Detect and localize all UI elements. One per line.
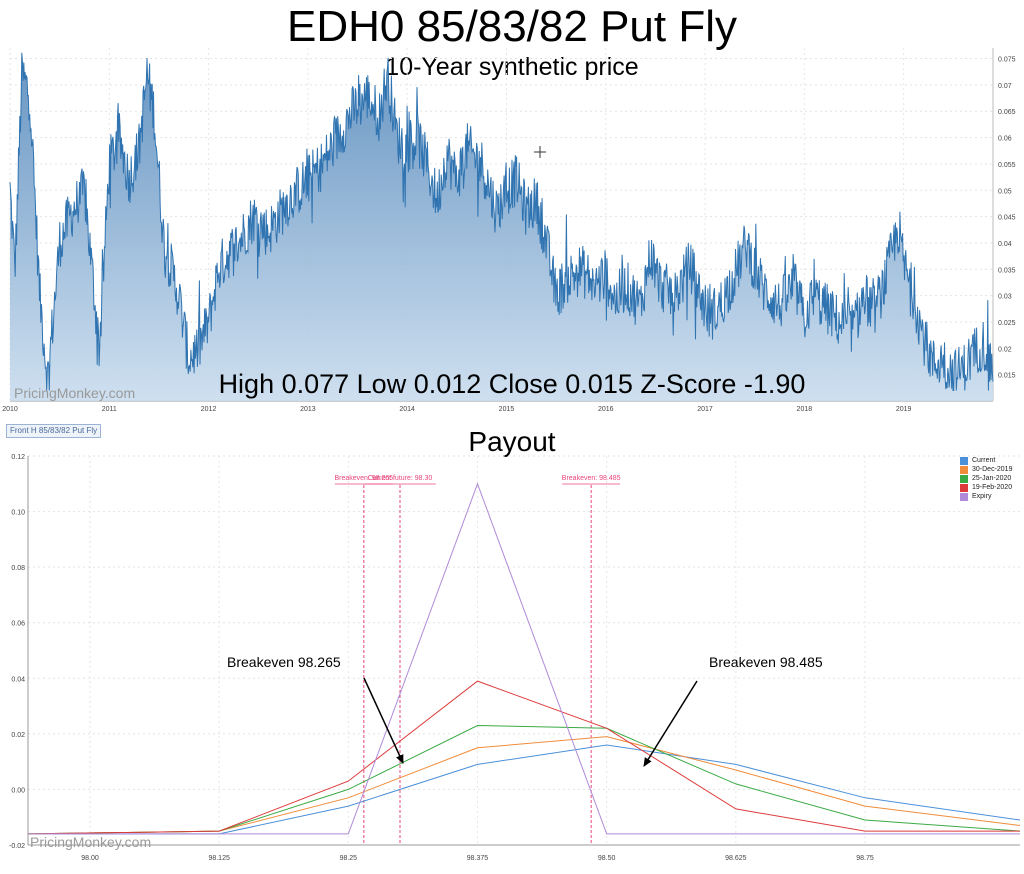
history-y-tick: 0.06	[998, 136, 1012, 143]
history-x-tick: 2011	[102, 406, 117, 413]
history-y-tick: 0.05	[998, 188, 1012, 195]
legend-swatch	[960, 483, 968, 492]
payout-series-expiry	[28, 482, 1020, 835]
history-chart[interactable]: 0.015 0.02 0.025 0.03 0.035 0.04 0.045 0.05 0.05…	[0, 0, 1024, 420]
legend-item-dec30[interactable]: 30-Dec-2019	[960, 465, 1012, 474]
legend-item-expiry[interactable]: Expiry	[960, 492, 1012, 501]
payout-series-jan25	[27, 724, 1021, 835]
history-y-tick: 0.045	[998, 215, 1016, 222]
legend-swatch	[960, 474, 968, 483]
history-y-tick: 0.04	[998, 241, 1012, 248]
payout-x-tick: 98.125	[208, 855, 230, 862]
watermark-bottom: PricingMonkey.com	[30, 834, 152, 850]
history-y-tick: 0.075	[998, 57, 1016, 64]
legend-swatch	[960, 456, 968, 465]
history-x-tick: 2019	[896, 406, 912, 413]
watermark-top: PricingMonkey.com	[14, 385, 136, 401]
payout-x-tick: 98.00	[81, 855, 99, 862]
legend-item-feb19[interactable]: 19-Feb-2020	[960, 483, 1012, 492]
payout-y-tick: 0.08	[11, 565, 25, 572]
payout-marker-label: Breakeven: 98.485	[562, 475, 621, 482]
history-y-tick: 0.015	[998, 373, 1016, 380]
breakeven-callout-right: Breakeven 98.485	[709, 654, 823, 670]
payout-title: Payout	[468, 426, 556, 457]
payout-y-tick: 0.04	[11, 676, 25, 683]
legend-swatch	[960, 465, 968, 474]
history-x-tick: 2017	[697, 406, 713, 413]
payout-y-tick: 0.06	[11, 621, 25, 628]
history-y-tick: 0.02	[998, 346, 1012, 353]
series-tag[interactable]: Front H 85/83/82 Put Fly	[6, 424, 102, 438]
callout-arrow-right	[643, 680, 698, 767]
payout-x-tick: 98.75	[856, 855, 874, 862]
history-y-tick: 0.025	[998, 320, 1016, 327]
legend-label: 19-Feb-2020	[972, 484, 1013, 491]
payout-y-tick: 0.12	[11, 454, 25, 461]
legend-swatch	[960, 492, 968, 501]
history-x-tick: 2016	[598, 406, 614, 413]
payout-y-tick: -0.02	[9, 843, 25, 850]
payout-marker-label: Breakeven: 98.265	[334, 475, 393, 482]
payout-x-tick: 98.625	[725, 855, 747, 862]
payout-x-tick: 98.25	[340, 855, 358, 862]
history-y-tick: 0.065	[998, 109, 1016, 116]
payout-marker-label: Current future: 98.30	[368, 475, 433, 482]
history-x-tick: 2018	[797, 406, 813, 413]
history-line	[9, 52, 994, 391]
history-y-tick: 0.055	[998, 162, 1016, 169]
history-area	[10, 52, 993, 402]
chart-subtitle: 10-Year synthetic price	[385, 53, 639, 81]
callout-arrow-left	[363, 677, 404, 764]
payout-x-tick: 98.375	[467, 855, 489, 862]
history-x-tick: 2012	[201, 406, 217, 413]
payout-series-dec30	[27, 736, 1021, 835]
history-y-tick: 0.07	[998, 83, 1012, 90]
history-x-tick: 2014	[399, 406, 415, 413]
payout-series-feb19	[27, 680, 1020, 835]
legend-label: Current	[972, 457, 996, 464]
payout-x-tick: 98.50	[598, 855, 616, 862]
history-x-tick: 2013	[300, 406, 316, 413]
payout-y-tick: 0.00	[11, 787, 25, 794]
history-x-tick: 2015	[499, 406, 515, 413]
payout-y-tick: 0.02	[11, 732, 25, 739]
chart-title: EDH0 85/83/82 Put Fly	[286, 2, 737, 51]
payout-legend[interactable]: Current 30-Dec-2019 25-Jan-2020 19-Feb-2020…	[960, 456, 1012, 501]
payout-y-tick: 0.10	[11, 510, 25, 517]
stats-readout: High 0.077 Low 0.012 Close 0.015 Z-Score…	[218, 369, 806, 399]
legend-item-jan25[interactable]: 25-Jan-2020	[960, 474, 1012, 483]
legend-label: 25-Jan-2020	[972, 475, 1012, 482]
history-y-tick: 0.035	[998, 267, 1016, 274]
payout-series-current	[28, 744, 1021, 835]
legend-label: 30-Dec-2019	[972, 466, 1013, 473]
legend-label: Expiry	[972, 493, 992, 500]
history-y-tick: 0.03	[998, 294, 1012, 301]
history-x-tick: 2010	[2, 406, 18, 413]
legend-item-current[interactable]: Current	[960, 456, 1012, 465]
breakeven-callout-left: Breakeven 98.265	[227, 654, 341, 670]
